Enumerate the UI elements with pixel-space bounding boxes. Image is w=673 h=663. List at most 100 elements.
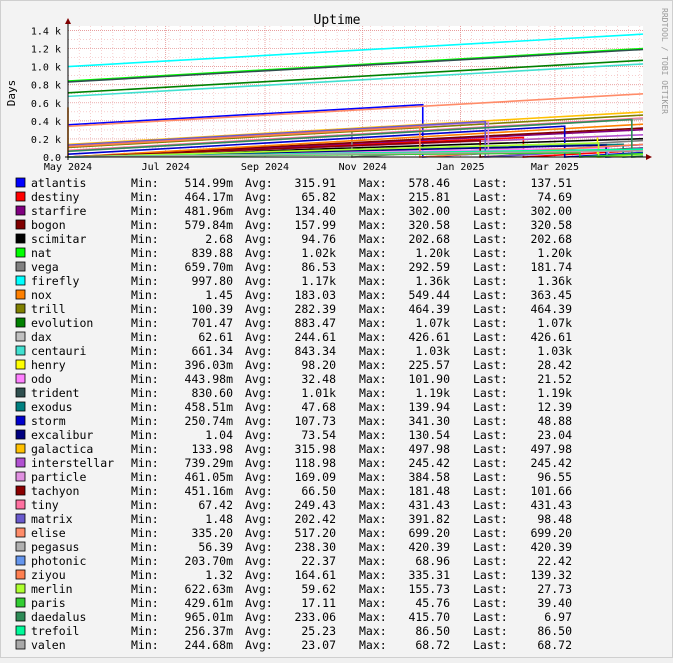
legend-min-value: 396.03m xyxy=(185,358,234,372)
legend-name: firefly xyxy=(31,274,80,288)
legend-min-value: 67.42 xyxy=(198,498,233,512)
legend-last-value: 431.43 xyxy=(530,498,572,512)
legend-last-label: Last: xyxy=(473,428,508,442)
legend-min-value: 2.68 xyxy=(205,232,233,246)
y-tick-label: 0.2 k xyxy=(31,135,61,146)
series-line-evolution xyxy=(67,59,644,94)
legend-max-label: Max: xyxy=(359,218,387,232)
legend-min-value: 62.61 xyxy=(198,330,233,344)
legend-last-value: 23.04 xyxy=(537,428,572,442)
legend-min-label: Min: xyxy=(131,526,159,540)
legend-max-label: Max: xyxy=(359,414,387,428)
legend-max-label: Max: xyxy=(359,498,387,512)
y-tick-label: 0.4 k xyxy=(31,117,61,128)
legend-avg-label: Avg: xyxy=(245,358,273,372)
legend-last-label: Last: xyxy=(473,442,508,456)
legend-avg-label: Avg: xyxy=(245,596,273,610)
legend-max-value: 45.76 xyxy=(415,596,450,610)
legend-min-value: 661.34 xyxy=(191,344,233,358)
legend-last-label: Last: xyxy=(473,232,508,246)
legend-last-value: 139.32 xyxy=(530,568,572,582)
legend-min-label: Min: xyxy=(131,344,159,358)
legend-avg-value: 249.43 xyxy=(294,498,336,512)
legend-max-label: Max: xyxy=(359,358,387,372)
legend-min-label: Min: xyxy=(131,302,159,316)
legend-swatch xyxy=(15,457,26,468)
legend-name: vega xyxy=(31,260,59,274)
legend-min-label: Min: xyxy=(131,456,159,470)
legend-min-value: 659.70m xyxy=(185,260,234,274)
legend-max-value: 215.81 xyxy=(408,190,450,204)
legend-avg-label: Avg: xyxy=(245,400,273,414)
legend-max-value: 1.19k xyxy=(415,386,450,400)
legend-min-label: Min: xyxy=(131,176,159,190)
series-line-valen xyxy=(67,149,644,158)
legend-min-label: Min: xyxy=(131,190,159,204)
legend-avg-label: Avg: xyxy=(245,372,273,386)
legend-min-label: Min: xyxy=(131,274,159,288)
legend-min-label: Min: xyxy=(131,428,159,442)
legend-min-value: 429.61m xyxy=(185,596,234,610)
legend-avg-value: 66.50 xyxy=(301,484,336,498)
legend-avg-value: 118.98 xyxy=(294,456,336,470)
legend-last-label: Last: xyxy=(473,610,508,624)
legend-avg-value: 32.48 xyxy=(301,372,336,386)
legend-name: interstellar xyxy=(31,456,114,470)
legend-swatch xyxy=(15,583,26,594)
legend-last-value: 1.19k xyxy=(537,386,572,400)
legend-avg-value: 157.99 xyxy=(294,218,336,232)
legend-last-label: Last: xyxy=(473,498,508,512)
legend-name: merlin xyxy=(31,582,73,596)
legend-min-value: 464.17m xyxy=(185,190,234,204)
legend-avg-value: 183.03 xyxy=(294,288,336,302)
legend-swatch xyxy=(15,289,26,300)
legend-min-label: Min: xyxy=(131,470,159,484)
legend-row: destiny Min: 464.17m Avg: 65.82 Max: 215.81 Las… xyxy=(15,190,572,204)
legend-last-label: Last: xyxy=(473,204,508,218)
x-tick-label: Nov 2024 xyxy=(339,162,387,173)
legend-last-label: Last: xyxy=(473,372,508,386)
legend-avg-label: Avg: xyxy=(245,526,273,540)
legend-row: galactica Min: 133.98 Avg: 315.98 Max: 497.98 L… xyxy=(15,442,572,456)
legend-avg-value: 1.02k xyxy=(301,246,336,260)
legend-max-value: 335.31 xyxy=(408,568,450,582)
legend-avg-value: 59.62 xyxy=(301,582,336,596)
legend-max-value: 86.50 xyxy=(415,624,450,638)
legend-last-value: 245.42 xyxy=(530,456,572,470)
legend-min-value: 1.04 xyxy=(205,428,233,442)
legend-min-value: 461.05m xyxy=(185,470,234,484)
legend-max-label: Max: xyxy=(359,596,387,610)
legend-last-value: 21.52 xyxy=(537,372,572,386)
legend-max-value: 384.58 xyxy=(408,470,450,484)
legend-max-label: Max: xyxy=(359,554,387,568)
legend-max-value: 549.44 xyxy=(408,288,450,302)
series-line-centauri xyxy=(67,63,644,98)
x-tick-label: May 2024 xyxy=(44,162,92,173)
legend-row: elise Min: 335.20 Avg: 517.20 Max: 699.20 Last:… xyxy=(15,526,572,540)
legend-min-value: 839.88 xyxy=(191,246,233,260)
legend-min-label: Min: xyxy=(131,372,159,386)
legend-swatch xyxy=(15,415,26,426)
legend-last-label: Last: xyxy=(473,624,508,638)
legend-last-label: Last: xyxy=(473,512,508,526)
x-tick-label: Mar 2025 xyxy=(531,162,579,173)
legend-name: scimitar xyxy=(31,232,86,246)
legend-swatch xyxy=(15,387,26,398)
legend-row: vega Min: 659.70m Avg: 86.53 Max: 292.59 Last: 1… xyxy=(15,260,572,274)
y-tick-label: 0.0 xyxy=(43,153,61,164)
legend-max-value: 139.94 xyxy=(408,400,450,414)
legend-last-value: 86.50 xyxy=(537,624,572,638)
legend-name: exodus xyxy=(31,400,73,414)
legend-max-label: Max: xyxy=(359,428,387,442)
legend-swatch xyxy=(15,359,26,370)
legend-min-value: 579.84m xyxy=(185,218,234,232)
legend-min-label: Min: xyxy=(131,540,159,554)
legend-last-value: 101.66 xyxy=(530,484,572,498)
legend-avg-value: 17.11 xyxy=(301,596,336,610)
legend-last-value: 420.39 xyxy=(530,540,572,554)
legend-max-value: 1.03k xyxy=(415,344,450,358)
legend-name: particle xyxy=(31,470,86,484)
legend-avg-label: Avg: xyxy=(245,344,273,358)
legend-avg-label: Avg: xyxy=(245,260,273,274)
legend-max-value: 245.42 xyxy=(408,456,450,470)
